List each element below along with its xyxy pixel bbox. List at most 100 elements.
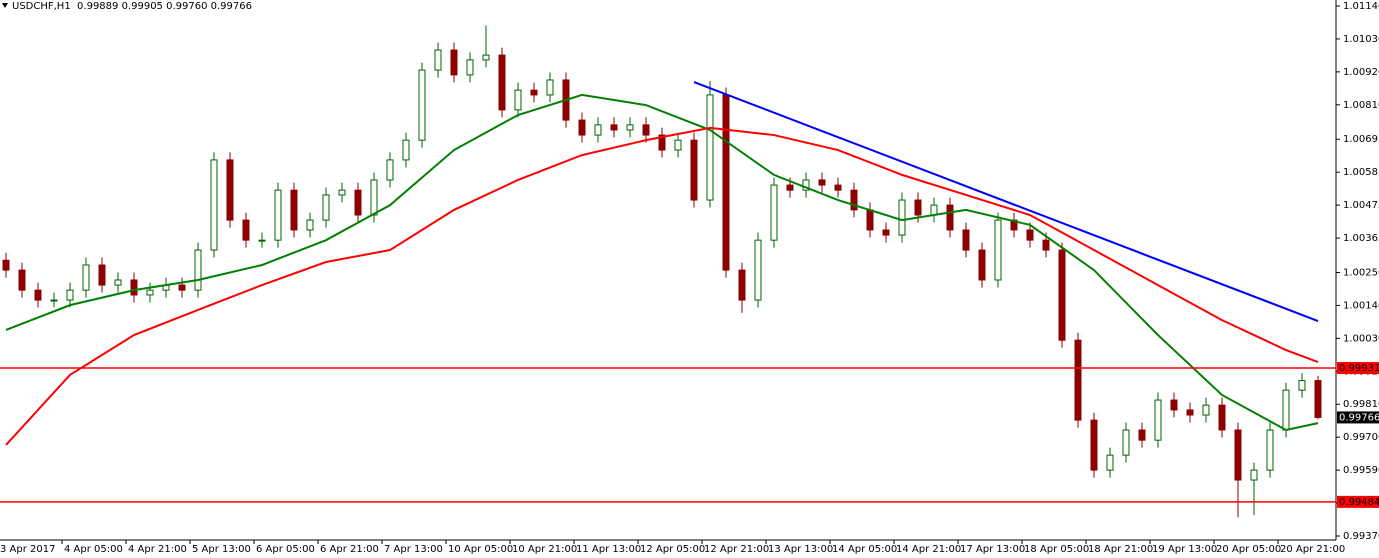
candle-body — [1154, 399, 1162, 441]
candle-body — [82, 264, 90, 291]
y-tick-label: 1.00250 — [1343, 267, 1379, 278]
candle-body — [18, 269, 26, 291]
candle-body — [722, 94, 730, 271]
candle-body — [674, 139, 682, 151]
x-tick-label: 11 Apr 13:00 — [576, 544, 641, 555]
x-tick-label: 19 Apr 13:00 — [1152, 544, 1217, 555]
level-box — [1337, 362, 1379, 375]
candle-body — [594, 124, 602, 136]
candle-body — [642, 124, 650, 136]
y-tick-label: 1.00365 — [1343, 233, 1379, 244]
x-tick-label: 14 Apr 21:00 — [896, 544, 961, 555]
y-tick-label: 1.01140 — [1343, 1, 1379, 12]
candle-body — [242, 219, 250, 241]
candle-body — [1026, 229, 1034, 241]
candle-body — [178, 284, 186, 291]
x-tick-label: 10 Apr 05:00 — [448, 544, 513, 555]
candle-body — [978, 249, 986, 281]
candle-body — [1170, 399, 1178, 411]
candle-body — [994, 219, 1002, 281]
candle-body — [1010, 219, 1018, 231]
y-tick-label: 1.01030 — [1343, 34, 1379, 45]
candle-body — [354, 189, 362, 216]
x-tick-label: 20 Apr 05:00 — [1216, 544, 1281, 555]
x-tick-label: 4 Apr 21:00 — [128, 544, 187, 555]
x-tick-label: 4 Apr 05:00 — [64, 544, 123, 555]
x-tick-label: 5 Apr 13:00 — [192, 544, 251, 555]
candle-body — [946, 204, 954, 231]
x-tick-label: 14 Apr 05:00 — [832, 544, 897, 555]
candle-body — [1106, 454, 1114, 471]
candle-body — [866, 209, 874, 231]
candle-body — [898, 199, 906, 236]
candle-body — [930, 204, 938, 216]
menu-arrow — [2, 3, 8, 8]
current-price-label: 0.99766 — [1339, 412, 1379, 423]
x-tick-label: 12 Apr 05:00 — [640, 544, 705, 555]
y-tick-label: 1.00810 — [1343, 100, 1379, 111]
candle-body — [802, 179, 810, 191]
candle-body — [1090, 419, 1098, 471]
candle-body — [370, 179, 378, 216]
candle-body — [754, 239, 762, 301]
candle-body — [1058, 249, 1066, 341]
candle-body — [1298, 380, 1306, 391]
candle-body — [530, 89, 538, 96]
x-tick-label: 12 Apr 21:00 — [704, 544, 769, 555]
candle-body — [610, 124, 618, 131]
candle-body — [1186, 409, 1194, 416]
candle-body — [2, 259, 10, 271]
y-tick-label: 1.00475 — [1343, 200, 1379, 211]
candle-body — [258, 239, 266, 242]
candle-body — [818, 179, 826, 186]
x-tick-label: 6 Apr 05:00 — [256, 544, 315, 555]
candle-body — [1138, 429, 1146, 441]
candle-body — [226, 159, 234, 221]
candle-body — [290, 189, 298, 231]
price-box — [1337, 411, 1379, 424]
candle-body — [1042, 239, 1050, 251]
candle-body — [418, 69, 426, 141]
candle-body — [626, 124, 634, 131]
y-tick-label: 1.00585 — [1343, 167, 1379, 178]
candle-body — [1074, 339, 1082, 421]
candle-body — [386, 159, 394, 181]
x-tick-label: 7 Apr 13:00 — [384, 544, 443, 555]
candle-body — [194, 249, 202, 291]
candle-body — [658, 134, 666, 151]
x-tick-label: 18 Apr 05:00 — [1024, 544, 1089, 555]
candle-body — [338, 189, 346, 196]
y-tick-label: 1.00695 — [1343, 134, 1379, 145]
candle-body — [498, 54, 506, 111]
candle-body — [1202, 404, 1210, 416]
x-tick-label: 6 Apr 21:00 — [320, 544, 379, 555]
candle-body — [770, 184, 778, 241]
candle-body — [34, 289, 42, 301]
level-box — [1337, 495, 1379, 508]
indicator-line — [693, 81, 1319, 322]
x-tick-label: 3 Apr 2017 — [0, 544, 55, 555]
candle-body — [1266, 429, 1274, 471]
candle-body — [786, 184, 794, 191]
candle-body — [882, 229, 890, 236]
candle-body — [1218, 404, 1226, 431]
candle-body — [514, 89, 522, 111]
candle-body — [434, 49, 442, 71]
candle-body — [130, 279, 138, 296]
level-label: 0.99931 — [1339, 363, 1379, 374]
candle-body — [914, 199, 922, 216]
candle-body — [850, 189, 858, 211]
y-tick-label: 1.00140 — [1343, 300, 1379, 311]
candle-body — [482, 54, 490, 61]
candle-body — [466, 59, 474, 76]
candle-body — [738, 269, 746, 301]
candle-body — [706, 94, 714, 201]
candle-body — [98, 264, 106, 286]
candle-body — [274, 189, 282, 241]
candle-body — [146, 289, 154, 296]
candle-body — [306, 219, 314, 231]
